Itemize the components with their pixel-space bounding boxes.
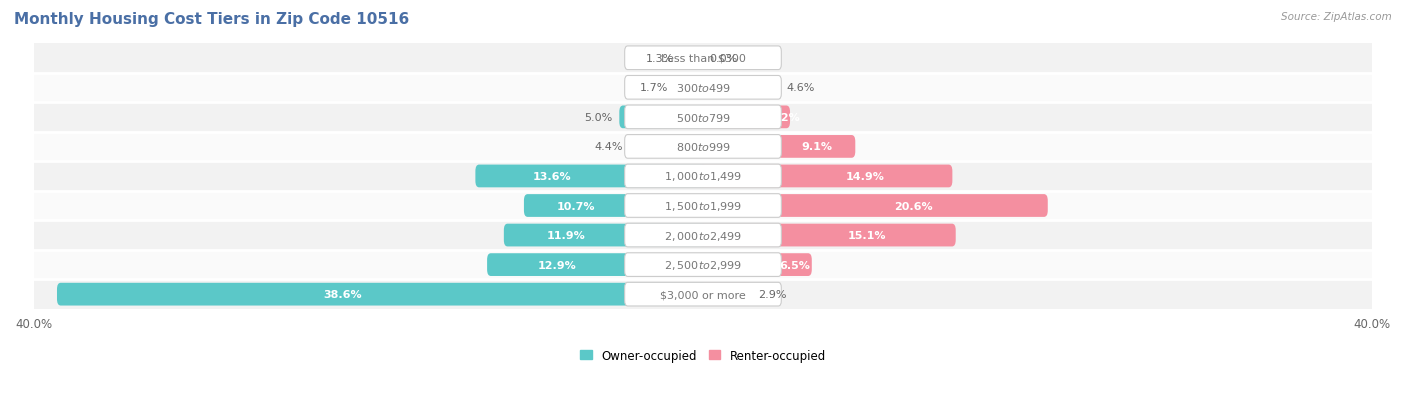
Text: 20.6%: 20.6% [894, 201, 932, 211]
FancyBboxPatch shape [624, 224, 782, 247]
Text: $800 to $999: $800 to $999 [675, 141, 731, 153]
Text: 15.1%: 15.1% [848, 230, 886, 240]
Text: 4.6%: 4.6% [787, 83, 815, 93]
FancyBboxPatch shape [58, 283, 707, 306]
Bar [34, 280, 1372, 309]
Text: $500 to $799: $500 to $799 [675, 112, 731, 123]
FancyBboxPatch shape [699, 106, 790, 129]
Text: 0.0%: 0.0% [710, 54, 738, 64]
Text: 10.7%: 10.7% [557, 201, 595, 211]
Text: 5.2%: 5.2% [769, 113, 800, 123]
Text: 6.5%: 6.5% [779, 260, 810, 270]
FancyBboxPatch shape [682, 47, 707, 70]
Text: 4.4%: 4.4% [595, 142, 623, 152]
Bar [34, 250, 1372, 280]
FancyBboxPatch shape [699, 165, 952, 188]
FancyBboxPatch shape [524, 195, 707, 217]
FancyBboxPatch shape [624, 194, 782, 218]
FancyBboxPatch shape [699, 283, 752, 306]
FancyBboxPatch shape [619, 106, 707, 129]
FancyBboxPatch shape [475, 165, 707, 188]
Text: Source: ZipAtlas.com: Source: ZipAtlas.com [1281, 12, 1392, 22]
Text: 5.0%: 5.0% [585, 113, 613, 123]
Bar [34, 44, 1372, 74]
FancyBboxPatch shape [624, 282, 782, 306]
FancyBboxPatch shape [624, 165, 782, 188]
Text: Monthly Housing Cost Tiers in Zip Code 10516: Monthly Housing Cost Tiers in Zip Code 1… [14, 12, 409, 27]
FancyBboxPatch shape [503, 224, 707, 247]
FancyBboxPatch shape [699, 136, 855, 159]
Bar [34, 74, 1372, 103]
Text: 11.9%: 11.9% [547, 230, 585, 240]
FancyBboxPatch shape [624, 106, 782, 129]
Text: $3,000 or more: $3,000 or more [661, 290, 745, 299]
Text: 14.9%: 14.9% [846, 171, 884, 182]
FancyBboxPatch shape [624, 253, 782, 277]
Text: 2.9%: 2.9% [758, 290, 787, 299]
FancyBboxPatch shape [699, 77, 780, 100]
FancyBboxPatch shape [624, 135, 782, 159]
FancyBboxPatch shape [699, 254, 811, 276]
Bar [34, 162, 1372, 191]
Text: 1.3%: 1.3% [647, 54, 675, 64]
Text: $2,000 to $2,499: $2,000 to $2,499 [664, 229, 742, 242]
Text: 1.7%: 1.7% [640, 83, 668, 93]
Text: $2,500 to $2,999: $2,500 to $2,999 [664, 259, 742, 271]
Bar [34, 191, 1372, 221]
FancyBboxPatch shape [486, 254, 707, 276]
Text: $1,500 to $1,999: $1,500 to $1,999 [664, 199, 742, 213]
Text: 13.6%: 13.6% [533, 171, 571, 182]
Bar [34, 132, 1372, 162]
FancyBboxPatch shape [624, 76, 782, 100]
Bar [34, 103, 1372, 132]
Text: 38.6%: 38.6% [323, 290, 361, 299]
Text: Less than $300: Less than $300 [661, 54, 745, 64]
Legend: Owner-occupied, Renter-occupied: Owner-occupied, Renter-occupied [579, 349, 827, 362]
FancyBboxPatch shape [675, 77, 707, 100]
FancyBboxPatch shape [699, 224, 956, 247]
Text: 9.1%: 9.1% [801, 142, 832, 152]
Text: $1,000 to $1,499: $1,000 to $1,499 [664, 170, 742, 183]
FancyBboxPatch shape [630, 136, 707, 159]
FancyBboxPatch shape [624, 47, 782, 70]
FancyBboxPatch shape [699, 195, 1047, 217]
Text: 12.9%: 12.9% [538, 260, 576, 270]
Bar [34, 221, 1372, 250]
Text: $300 to $499: $300 to $499 [675, 82, 731, 94]
